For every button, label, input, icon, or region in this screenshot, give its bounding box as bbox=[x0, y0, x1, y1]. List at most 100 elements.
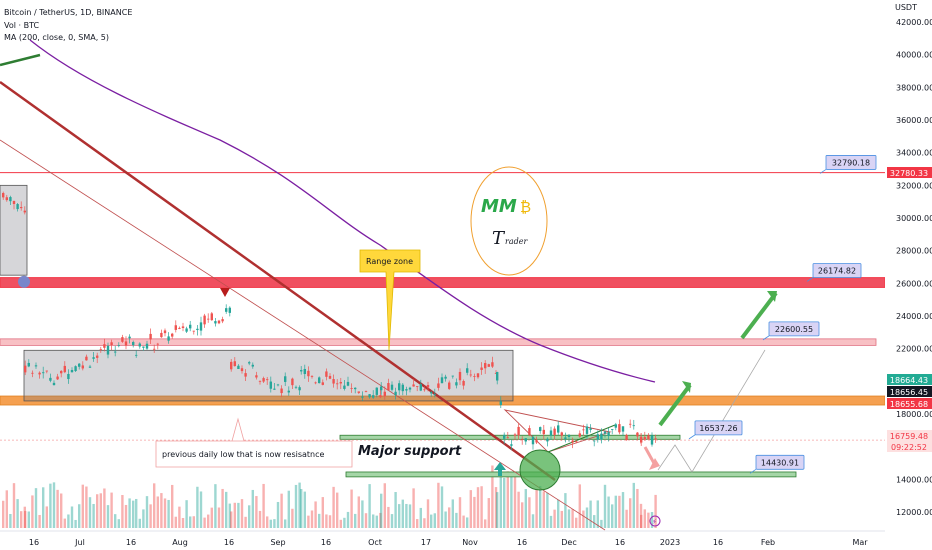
volume-bar bbox=[589, 500, 592, 528]
candle-body bbox=[593, 440, 596, 442]
price-badge bbox=[887, 167, 932, 178]
candle-body bbox=[189, 324, 192, 329]
major-support-label: Major support bbox=[358, 444, 462, 459]
candle-body bbox=[440, 377, 444, 384]
candle-body bbox=[255, 375, 258, 378]
currency-label: USDT bbox=[895, 3, 917, 12]
arrow-head-2 bbox=[767, 291, 777, 302]
volume-bar bbox=[607, 496, 610, 528]
candle-body bbox=[92, 357, 95, 359]
volume-bar bbox=[307, 515, 310, 528]
volume-bar bbox=[398, 504, 401, 528]
volume-bar bbox=[405, 503, 408, 528]
price-callout-box bbox=[755, 454, 805, 470]
candle-body bbox=[405, 389, 408, 391]
candle-body bbox=[578, 433, 581, 437]
early-range-box bbox=[0, 184, 28, 276]
price-badge bbox=[887, 386, 932, 397]
candle-body bbox=[473, 376, 476, 377]
candle-body bbox=[621, 426, 625, 432]
price-badge bbox=[887, 430, 932, 441]
volume-bar bbox=[650, 512, 654, 528]
volume-bar bbox=[221, 488, 224, 528]
lightning-icon[interactable] bbox=[649, 515, 661, 527]
volume-bar bbox=[128, 498, 131, 528]
volume-bar bbox=[240, 499, 244, 528]
candle-body bbox=[74, 366, 77, 372]
candle-body bbox=[636, 432, 639, 437]
x-tick-label: 16 bbox=[517, 538, 527, 547]
volume-bar bbox=[284, 519, 287, 528]
volume-legend: Vol · BTC bbox=[4, 21, 40, 30]
support-circle bbox=[519, 449, 561, 491]
volume-bar bbox=[196, 486, 199, 528]
candle-body bbox=[258, 380, 262, 382]
volume-bar bbox=[380, 493, 383, 528]
volume-bar bbox=[266, 516, 269, 528]
volume-bar bbox=[273, 519, 276, 528]
volume-bar bbox=[440, 486, 444, 528]
volume-bar bbox=[448, 507, 451, 528]
volume-bar bbox=[383, 483, 386, 528]
volume-bar bbox=[339, 519, 342, 528]
volume-bar bbox=[300, 489, 303, 528]
price-badge bbox=[887, 374, 932, 385]
y-tick-label: 42000.00 bbox=[896, 18, 932, 27]
volume-bar bbox=[560, 510, 563, 528]
price-callout-label: 16537.26 bbox=[699, 424, 737, 433]
volume-bar bbox=[510, 473, 513, 528]
price-callout-box bbox=[768, 321, 820, 337]
volume-bar bbox=[314, 501, 317, 528]
candle-body bbox=[448, 382, 451, 389]
volume-bar bbox=[603, 484, 607, 528]
previous-low-label: previous daily low that is now resisatnc… bbox=[162, 450, 325, 459]
volume-bar bbox=[578, 484, 581, 528]
volume-bar bbox=[114, 514, 117, 528]
candle-body bbox=[383, 391, 386, 397]
candle-body bbox=[42, 372, 45, 374]
candle-body bbox=[618, 424, 621, 433]
candle-body bbox=[412, 384, 415, 387]
candle-body bbox=[174, 325, 177, 330]
candle-body bbox=[451, 375, 454, 377]
candle-body bbox=[510, 444, 513, 446]
volume-bar bbox=[336, 492, 339, 528]
candle-body bbox=[181, 326, 185, 329]
price-callout-box bbox=[825, 155, 877, 170]
volume-bar bbox=[181, 518, 185, 528]
volume-bar bbox=[163, 498, 167, 528]
candle-body bbox=[640, 437, 643, 443]
green-segment bbox=[0, 53, 41, 67]
price-callout-pointer bbox=[806, 277, 814, 282]
candle-body bbox=[419, 384, 422, 391]
candle-body bbox=[571, 440, 574, 443]
volume-bar bbox=[571, 509, 574, 528]
volume-bar bbox=[499, 467, 502, 528]
candle-body bbox=[138, 343, 141, 347]
volume-bar bbox=[480, 486, 483, 528]
y-tick-label: 28000.00 bbox=[896, 247, 932, 256]
y-tick-label: 40000.00 bbox=[896, 51, 932, 60]
volume-bar bbox=[42, 487, 45, 528]
volume-bar bbox=[153, 483, 156, 528]
volume-bar bbox=[138, 518, 141, 528]
volume-bar bbox=[121, 495, 124, 528]
candle-body bbox=[476, 373, 480, 378]
volume-bar bbox=[487, 498, 490, 528]
volume-bar bbox=[74, 519, 77, 528]
price-axis-bg bbox=[885, 0, 932, 550]
candle-body bbox=[217, 320, 221, 324]
candle-body bbox=[110, 342, 113, 346]
candle-body bbox=[346, 381, 350, 386]
candle-body bbox=[343, 385, 346, 389]
candle-body bbox=[524, 438, 527, 442]
candle-body bbox=[654, 438, 657, 440]
volume-bar bbox=[643, 509, 646, 528]
candle-body bbox=[546, 438, 549, 442]
volume-bar bbox=[585, 507, 589, 528]
y-tick-label: 38000.00 bbox=[896, 83, 932, 92]
candle-body bbox=[589, 428, 592, 430]
volume-bar bbox=[156, 496, 159, 528]
previous-low-callout bbox=[155, 417, 353, 468]
